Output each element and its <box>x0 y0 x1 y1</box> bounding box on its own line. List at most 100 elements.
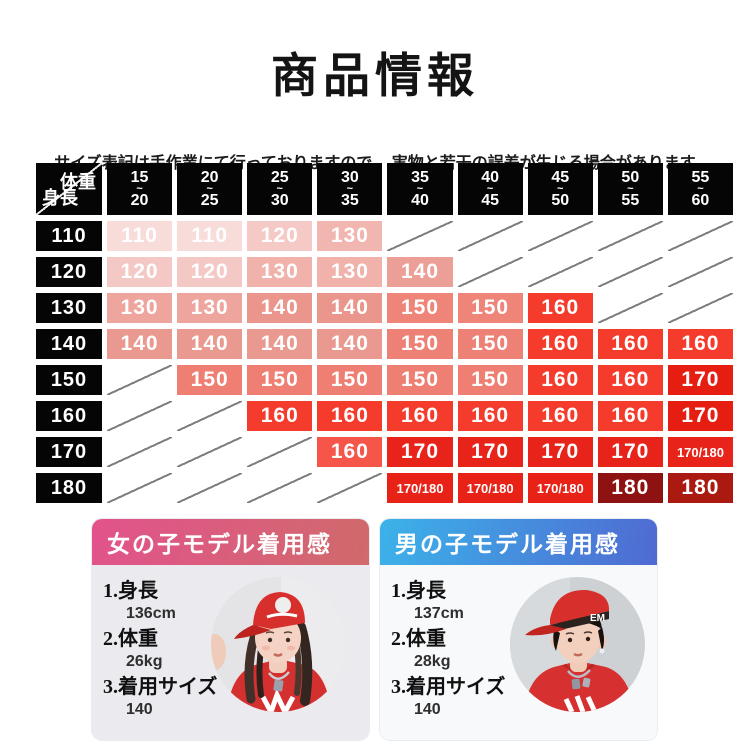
size-cell: 140 <box>317 293 383 323</box>
height-row-header: 160 <box>36 401 102 431</box>
size-cell-empty <box>457 221 523 251</box>
girl-weight-value: 26kg <box>126 653 163 670</box>
size-cell: 140 <box>177 329 243 359</box>
girl-photo-illustration <box>211 577 346 712</box>
size-cell-empty <box>107 365 173 395</box>
size-cell: 170 <box>597 437 663 467</box>
size-cell-empty <box>107 437 173 467</box>
weight-range-header: 40 ~45 <box>457 163 523 215</box>
size-chart-table: 体重 身長 15 ~20 20 ~25 25 ~30 30 ~35 35 ~40 40 ~45 45 ~50 5… <box>36 163 733 503</box>
size-cell: 160 <box>247 401 313 431</box>
size-cell: 160 <box>597 401 663 431</box>
size-cell: 150 <box>317 365 383 395</box>
size-cell: 170 <box>387 437 453 467</box>
size-cell: 160 <box>597 365 663 395</box>
size-cell: 140 <box>247 293 313 323</box>
size-cell-empty <box>317 473 383 503</box>
boy-card-title: 男の子モデル着用感 <box>380 519 657 565</box>
size-cell-empty <box>247 473 313 503</box>
girl-model-specs: 1.身長 136cm 2.体重 26kg 3.着用サイズ 140 <box>92 565 369 719</box>
size-cell: 150 <box>387 329 453 359</box>
size-cell: 160 <box>597 329 663 359</box>
page-title: 商品情報 <box>271 51 479 104</box>
size-cell: 170 <box>457 437 523 467</box>
size-cell: 140 <box>247 329 313 359</box>
size-cell: 130 <box>107 293 173 323</box>
weight-range-header: 50 ~55 <box>597 163 663 215</box>
height-row-header: 130 <box>36 293 102 323</box>
girl-model-card: 女の子モデル着用感 1.身長 136cm 2.体重 26kg 3.着用サイズ 1… <box>92 519 369 740</box>
size-cell-empty <box>247 437 313 467</box>
size-cell: 150 <box>177 365 243 395</box>
girl-weight-label: 2.体重 <box>103 628 158 650</box>
size-cell: 130 <box>317 221 383 251</box>
size-cell-empty <box>667 221 733 251</box>
size-cell: 150 <box>387 293 453 323</box>
size-cell: 120 <box>107 257 173 287</box>
size-cell: 170/180 <box>527 473 593 503</box>
size-cell: 150 <box>247 365 313 395</box>
girl-height-label: 1.身長 <box>103 580 158 602</box>
boy-height-label: 1.身長 <box>391 580 446 602</box>
size-cell-empty <box>527 257 593 287</box>
size-cell-empty <box>597 221 663 251</box>
size-cell: 170/180 <box>667 437 733 467</box>
model-fit-cards: 女の子モデル着用感 1.身長 136cm 2.体重 26kg 3.着用サイズ 1… <box>92 519 657 740</box>
height-row-header: 150 <box>36 365 102 395</box>
size-cell: 110 <box>107 221 173 251</box>
size-cell: 160 <box>457 401 523 431</box>
boy-size-value: 140 <box>414 701 441 718</box>
height-row-header: 170 <box>36 437 102 467</box>
size-cell: 140 <box>317 329 383 359</box>
size-cell: 110 <box>177 221 243 251</box>
size-cell: 160 <box>527 293 593 323</box>
size-cell: 150 <box>457 329 523 359</box>
weight-range-header: 30 ~35 <box>317 163 383 215</box>
size-cell: 170 <box>667 365 733 395</box>
size-cell-empty <box>177 437 243 467</box>
size-cell-empty <box>667 257 733 287</box>
boy-model-specs: 1.身長 137cm 2.体重 28kg 3.着用サイズ 140 <box>380 565 657 719</box>
boy-card-body: 1.身長 137cm 2.体重 28kg 3.着用サイズ 140 <box>380 565 657 740</box>
size-cell: 150 <box>457 365 523 395</box>
size-cell-empty <box>387 221 453 251</box>
weight-range-header: 25 ~30 <box>247 163 313 215</box>
size-cell: 160 <box>317 401 383 431</box>
size-cell: 160 <box>527 329 593 359</box>
size-cell: 160 <box>527 401 593 431</box>
size-cell: 150 <box>457 293 523 323</box>
height-row-header: 140 <box>36 329 102 359</box>
size-cell: 160 <box>527 365 593 395</box>
size-cell: 120 <box>177 257 243 287</box>
size-cell-empty <box>107 401 173 431</box>
size-cell: 160 <box>317 437 383 467</box>
boy-weight-value: 28kg <box>414 653 451 670</box>
height-row-header: 120 <box>36 257 102 287</box>
size-cell: 180 <box>597 473 663 503</box>
size-cell: 120 <box>247 221 313 251</box>
size-cell-empty <box>177 401 243 431</box>
size-cell: 140 <box>387 257 453 287</box>
size-cell-empty <box>597 257 663 287</box>
girl-card-title: 女の子モデル着用感 <box>92 519 369 565</box>
height-row-header: 180 <box>36 473 102 503</box>
boy-size-label: 3.着用サイズ <box>391 676 506 698</box>
size-cell: 170 <box>667 401 733 431</box>
size-cell-empty <box>457 257 523 287</box>
weight-range-header: 20 ~25 <box>177 163 243 215</box>
girl-height-value: 136cm <box>126 605 176 622</box>
size-cell: 170 <box>527 437 593 467</box>
boy-model-card: 男の子モデル着用感 1.身長 137cm 2.体重 28kg 3.着用サイズ 1… <box>380 519 657 740</box>
boy-height-value: 137cm <box>414 605 464 622</box>
size-cell-empty <box>527 221 593 251</box>
girl-card-body: 1.身長 136cm 2.体重 26kg 3.着用サイズ 140 <box>92 565 369 740</box>
size-cell: 130 <box>317 257 383 287</box>
size-cell-empty <box>667 293 733 323</box>
table-corner-cell: 体重 身長 <box>36 163 102 215</box>
girl-model-photo <box>211 577 346 712</box>
height-row-header: 110 <box>36 221 102 251</box>
size-cell: 160 <box>387 401 453 431</box>
size-cell: 150 <box>387 365 453 395</box>
size-cell-empty <box>597 293 663 323</box>
size-cell: 170/180 <box>457 473 523 503</box>
